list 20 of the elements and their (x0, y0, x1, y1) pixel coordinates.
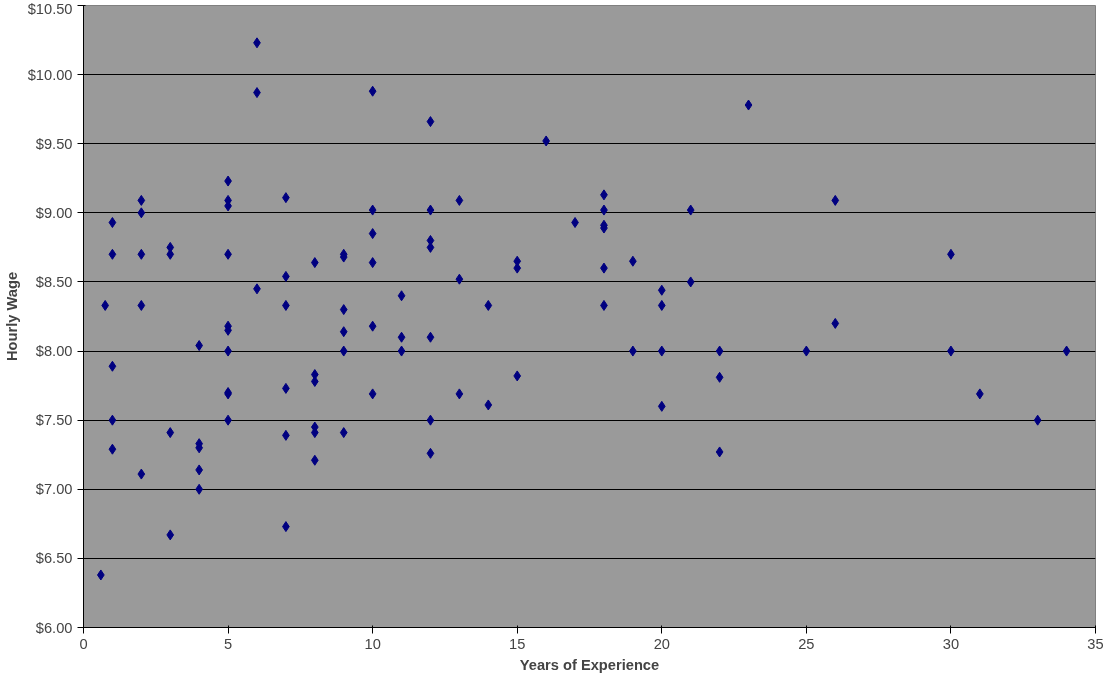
y-tick-label: $10.50 (27, 0, 73, 17)
y-tick-label: $9.50 (35, 135, 73, 152)
y-tick-label: $10.00 (27, 66, 73, 83)
y-tick-label: $6.00 (35, 619, 73, 636)
y-tick-label: $8.50 (35, 273, 73, 290)
y-tick-label: $7.00 (35, 481, 73, 498)
x-tick-label: 35 (1087, 635, 1104, 652)
y-axis-title: Hourly Wage (3, 271, 20, 362)
x-tick-label: 10 (364, 635, 381, 652)
x-tick-label: 20 (653, 635, 670, 652)
y-tick-label: $9.00 (35, 204, 73, 221)
x-axis-title: Years of Experience (519, 656, 660, 673)
x-tick-label: 15 (509, 635, 526, 652)
x-tick-label: 0 (79, 635, 88, 652)
y-tick-label: $8.00 (35, 343, 73, 360)
x-tick-label: 30 (942, 635, 960, 652)
y-tick-label: $6.50 (35, 550, 73, 567)
x-tick-label: 5 (224, 635, 233, 652)
x-tick-label: 25 (798, 635, 815, 652)
y-tick-label: $7.50 (35, 412, 73, 429)
